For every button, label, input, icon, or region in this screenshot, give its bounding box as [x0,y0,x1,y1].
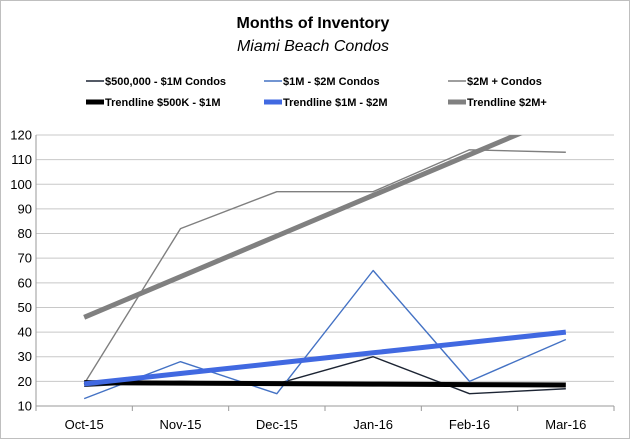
chart-subtitle: Miami Beach Condos [237,38,389,55]
x-tick-label-Dec-15: Dec-15 [256,417,298,432]
series-line-trendline-500k-1m [84,380,566,388]
legend-label-trendline-1m-2m: Trendline $1M - $2M [283,97,388,109]
plot-area [83,135,567,400]
x-tick-label-Nov-15: Nov-15 [160,417,202,432]
y-tick-label-80: 80 [18,226,32,241]
legend-label-trendline-500k-1m: Trendline $500K - $1M [105,97,221,109]
y-tick-label-60: 60 [18,275,32,290]
gridlines [36,134,614,407]
chart-title: Months of Inventory [237,15,390,32]
legend-label-1m-2m-condos: $1M - $2M Condos [283,76,380,88]
axes [35,135,615,411]
legend-label-500-000-1m-condos: $500,000 - $1M Condos [105,76,226,88]
legend-label-2m-condos: $2M + Condos [467,76,542,88]
y-tick-label-90: 90 [18,201,32,216]
series-line-1m-2m-condos [83,269,567,400]
legend: $500,000 - $1M Condos $1M - $2M Condos $2M… [86,76,547,109]
y-tick-label-120: 120 [10,128,32,143]
y-tick-label-110: 110 [11,152,32,167]
y-tick-label-50: 50 [18,300,32,315]
y-tick-label-70: 70 [18,251,32,266]
legend-label-trendline-2m: Trendline $2M+ [467,97,547,109]
series-line-trendline-2m [83,135,523,320]
y-tick-label-30: 30 [18,349,32,364]
y-tick-label-100: 100 [10,177,32,192]
y-tick-label-10: 10 [18,399,32,414]
x-tick-label-Oct-15: Oct-15 [65,417,104,432]
tick-labels: 10 20 30 40 50 60 70 80 90 100 110 120 Oct-15 Nov-15 D… [10,128,586,433]
x-tick-label-Mar-16: Mar-16 [545,417,586,432]
series-line-2m-condos [83,149,566,385]
y-tick-label-20: 20 [18,374,32,389]
series-line-trendline-1m-2m [83,329,567,387]
x-tick-label-Feb-16: Feb-16 [449,417,490,432]
y-tick-label-40: 40 [18,325,32,340]
x-tick-label-Jan-16: Jan-16 [353,417,393,432]
